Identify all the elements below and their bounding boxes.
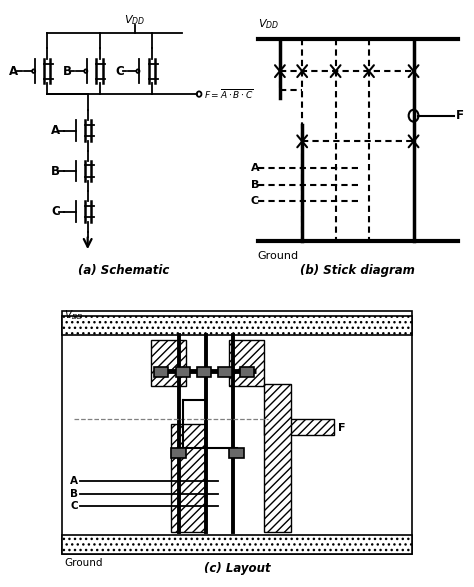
Text: $F = \overline{A \cdot B \cdot C}$: $F = \overline{A \cdot B \cdot C}$: [204, 87, 254, 101]
Bar: [62, 535, 412, 554]
Text: (b) Stick diagram: (b) Stick diagram: [301, 265, 415, 278]
Text: Ground: Ground: [64, 558, 102, 568]
Text: $V_{DD}$: $V_{DD}$: [125, 13, 146, 27]
Text: C: C: [70, 501, 78, 511]
Text: B: B: [63, 65, 72, 77]
Bar: [219, 367, 232, 377]
Text: A: A: [70, 475, 78, 486]
Bar: [264, 419, 334, 435]
Text: $V_{DD}$: $V_{DD}$: [258, 17, 279, 31]
Text: F: F: [456, 109, 464, 122]
Text: A: A: [9, 65, 18, 77]
Text: A: A: [251, 163, 260, 173]
Text: C: C: [251, 195, 259, 206]
Text: C: C: [51, 205, 60, 218]
Text: B: B: [70, 489, 78, 500]
Bar: [154, 367, 168, 377]
Bar: [175, 367, 190, 377]
Text: B: B: [51, 164, 60, 177]
Text: (a) Schematic: (a) Schematic: [78, 265, 169, 278]
Text: Ground: Ground: [258, 251, 299, 261]
Bar: [229, 340, 264, 386]
Bar: [264, 383, 292, 532]
Bar: [197, 367, 211, 377]
Bar: [229, 447, 244, 458]
Text: F: F: [338, 423, 346, 433]
Bar: [240, 367, 254, 377]
Bar: [152, 340, 186, 386]
Text: $V_{DD}$: $V_{DD}$: [64, 308, 84, 322]
Text: (c) Layout: (c) Layout: [204, 562, 270, 575]
Bar: [62, 316, 412, 335]
Bar: [171, 424, 206, 532]
Bar: [171, 447, 186, 458]
Text: B: B: [251, 180, 259, 190]
Text: A: A: [51, 124, 60, 137]
Text: C: C: [115, 65, 124, 77]
